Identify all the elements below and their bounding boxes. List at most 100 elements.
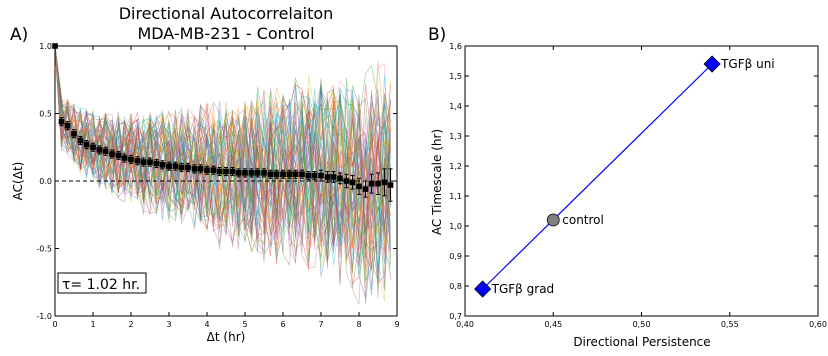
mean-point <box>223 168 229 175</box>
mean-point <box>153 160 160 167</box>
y-tick-label: 1,3 <box>449 132 462 141</box>
point-label: TGFβ uni <box>720 57 775 71</box>
mean-point <box>204 167 210 173</box>
y-tick-label: 1,2 <box>449 162 462 171</box>
mean-point <box>349 179 356 186</box>
mean-point <box>185 164 191 171</box>
trace-line <box>54 45 391 278</box>
trace-line <box>54 45 391 280</box>
mean-point <box>147 159 153 165</box>
mean-point <box>299 171 305 178</box>
y-tick-label: 0,9 <box>449 252 462 261</box>
trace-line <box>54 45 391 299</box>
trace-line <box>54 45 391 263</box>
y-tick-label: 1.0 <box>39 42 52 51</box>
panel-a-label: A) <box>10 25 28 45</box>
mean-point <box>58 118 65 125</box>
mean-point <box>216 168 223 175</box>
chart-b-ylabel: AC Timescale (hr) <box>430 129 444 235</box>
mean-point <box>305 172 312 179</box>
mean-point <box>242 170 248 176</box>
chart-a-ylabel: AC(Δt) <box>11 162 25 201</box>
point-label: control <box>562 213 604 227</box>
x-tick-label: 8 <box>356 320 361 329</box>
y-tick-label: 0,8 <box>449 282 462 291</box>
trace-line <box>54 45 391 274</box>
mean-point <box>292 171 299 178</box>
x-tick-label: 0,50 <box>633 320 651 329</box>
mean-point <box>109 151 115 157</box>
point-label: TGFβ grad <box>491 282 555 296</box>
mean-point <box>115 152 122 159</box>
chart-a-xlabel: Δt (hr) <box>207 330 246 344</box>
mean-point <box>324 174 331 180</box>
x-tick-label: 6 <box>280 320 285 329</box>
x-tick-label: 4 <box>204 320 209 329</box>
mean-point <box>64 122 71 129</box>
x-tick-label: 9 <box>394 320 399 329</box>
y-tick-label: 1,6 <box>449 42 462 51</box>
trace-line <box>54 45 391 276</box>
trace-line <box>54 45 391 245</box>
mean-point <box>273 171 280 178</box>
mean-point <box>229 168 236 175</box>
y-tick-label: 1,5 <box>449 72 462 81</box>
chart-a-traces <box>54 45 391 305</box>
mean-point <box>381 179 388 186</box>
trace-line <box>54 45 391 251</box>
y-tick-label: 0.5 <box>39 110 52 119</box>
x-tick-label: 0,40 <box>456 320 474 329</box>
chart-b-plot-frame <box>464 45 819 317</box>
mean-point <box>90 144 96 151</box>
trace-line <box>54 45 391 272</box>
mean-point <box>71 130 77 137</box>
trace-line <box>54 45 391 241</box>
trace-line <box>54 45 391 252</box>
trace-line <box>54 45 391 283</box>
trace-line <box>54 45 391 265</box>
mean-point <box>254 170 261 176</box>
mean-point <box>83 141 90 148</box>
mean-point <box>191 166 198 172</box>
trace-line <box>54 45 391 253</box>
mean-point <box>362 186 369 192</box>
chart-a-y-ticks: -1.0 -0.5 0.0 0.5 1.0 <box>36 42 397 321</box>
trace-line <box>54 45 391 240</box>
trace-line <box>54 45 391 302</box>
mean-point <box>128 156 134 163</box>
mean-point <box>140 159 147 165</box>
chart-b-x-ticks: 0,40 0,45 0,50 0,55 0,60 <box>456 46 827 329</box>
chart-a-title-line2: MDA-MB-231 - Control <box>137 24 314 43</box>
mean-point <box>311 172 318 179</box>
mean-point <box>77 137 84 144</box>
mean-point <box>387 182 394 188</box>
trace-line <box>54 45 391 288</box>
mean-point <box>178 164 185 171</box>
x-tick-label: 0,55 <box>721 320 739 329</box>
x-tick-label: 2 <box>128 320 133 329</box>
trace-line <box>54 45 391 244</box>
y-tick-label: -0.5 <box>36 245 52 254</box>
mean-point <box>159 162 166 168</box>
mean-point <box>261 170 267 176</box>
trace-line <box>54 45 391 249</box>
trace-line <box>54 45 391 283</box>
trace-line <box>54 45 391 238</box>
trace-line <box>54 45 391 290</box>
x-tick-label: 7 <box>318 320 323 329</box>
x-tick-label: 0,60 <box>809 320 827 329</box>
mean-point <box>197 166 204 172</box>
mean-point <box>134 157 141 164</box>
point-marker-circle <box>546 213 560 227</box>
x-tick-label: 1 <box>90 320 95 329</box>
trace-line <box>54 45 391 233</box>
chart-b-xlabel: Directional Persistence <box>573 335 710 349</box>
trace-line <box>54 45 391 295</box>
mean-point <box>318 172 324 179</box>
mean-point <box>286 171 293 178</box>
x-tick-label: 0,45 <box>544 320 562 329</box>
trace-line <box>54 45 391 245</box>
trace-line <box>54 45 391 240</box>
x-tick-label: 0 <box>52 320 57 329</box>
trace-line <box>54 45 391 260</box>
